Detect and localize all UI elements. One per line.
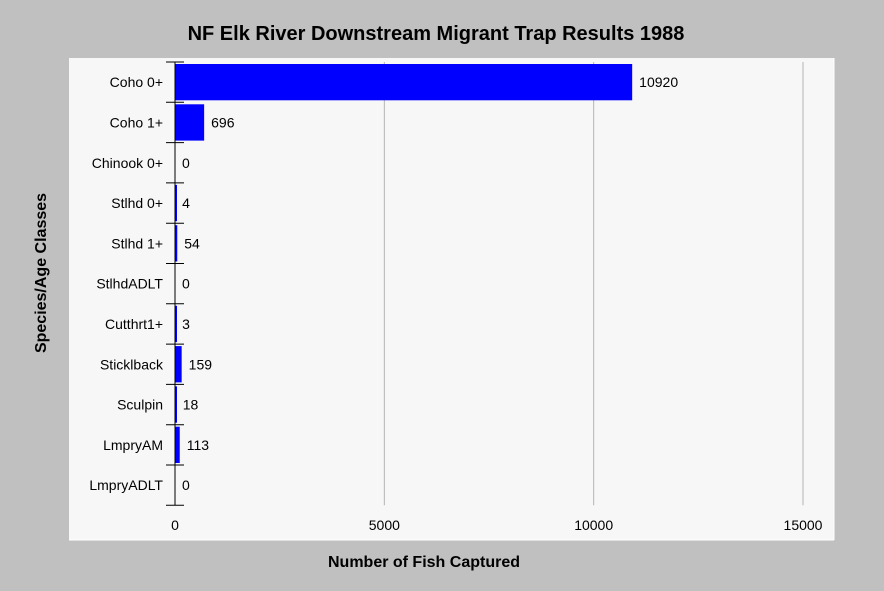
bar xyxy=(175,426,180,463)
category-label: Coho 1+ xyxy=(110,114,163,130)
x-tick-label: 15000 xyxy=(784,517,823,533)
axes: 0 5000 10000 15000 Coho 0+ Coho 1+ Chinook 0+ S… xyxy=(89,61,823,533)
x-tick-label: 10000 xyxy=(574,517,613,533)
data-label: 18 xyxy=(183,397,199,413)
category-label: LmpryAM xyxy=(103,437,163,453)
x-axis-title: Number of Fish Captured xyxy=(328,554,520,571)
data-labels: 10920 696 0 4 54 0 3 159 18 113 0 xyxy=(182,74,678,493)
bar xyxy=(175,64,633,101)
bar xyxy=(175,346,182,383)
category-label: Stlhd 0+ xyxy=(111,195,163,211)
x-tick-label: 0 xyxy=(171,517,179,533)
bar xyxy=(175,184,177,222)
category-label: Sticklback xyxy=(100,356,164,372)
bar xyxy=(175,225,178,262)
bar xyxy=(175,386,177,423)
category-label: Cutthrt1+ xyxy=(105,316,163,332)
data-label: 54 xyxy=(184,235,200,251)
data-label: 696 xyxy=(211,114,235,130)
chart-title: NF Elk River Downstream Migrant Trap Res… xyxy=(188,23,685,45)
category-label: StlhdADLT xyxy=(96,276,163,292)
data-label: 0 xyxy=(182,477,190,493)
x-tick-label: 5000 xyxy=(369,517,400,533)
data-label: 10920 xyxy=(639,74,678,90)
y-axis-title: Species/Age Classes xyxy=(33,193,50,353)
data-label: 113 xyxy=(187,437,210,453)
category-label: Stlhd 1+ xyxy=(111,235,163,251)
data-label: 3 xyxy=(182,316,190,332)
category-label: Coho 0+ xyxy=(110,74,163,90)
bar xyxy=(175,104,205,141)
bar xyxy=(175,305,177,343)
category-label: LmpryADLT xyxy=(89,477,163,493)
category-label: Sculpin xyxy=(117,397,163,413)
data-label: 0 xyxy=(182,155,190,171)
data-label: 4 xyxy=(182,195,190,211)
data-label: 159 xyxy=(189,356,213,372)
bars xyxy=(175,64,633,463)
category-label: Chinook 0+ xyxy=(92,155,163,171)
grid-lines xyxy=(383,62,804,506)
data-label: 0 xyxy=(182,276,190,292)
